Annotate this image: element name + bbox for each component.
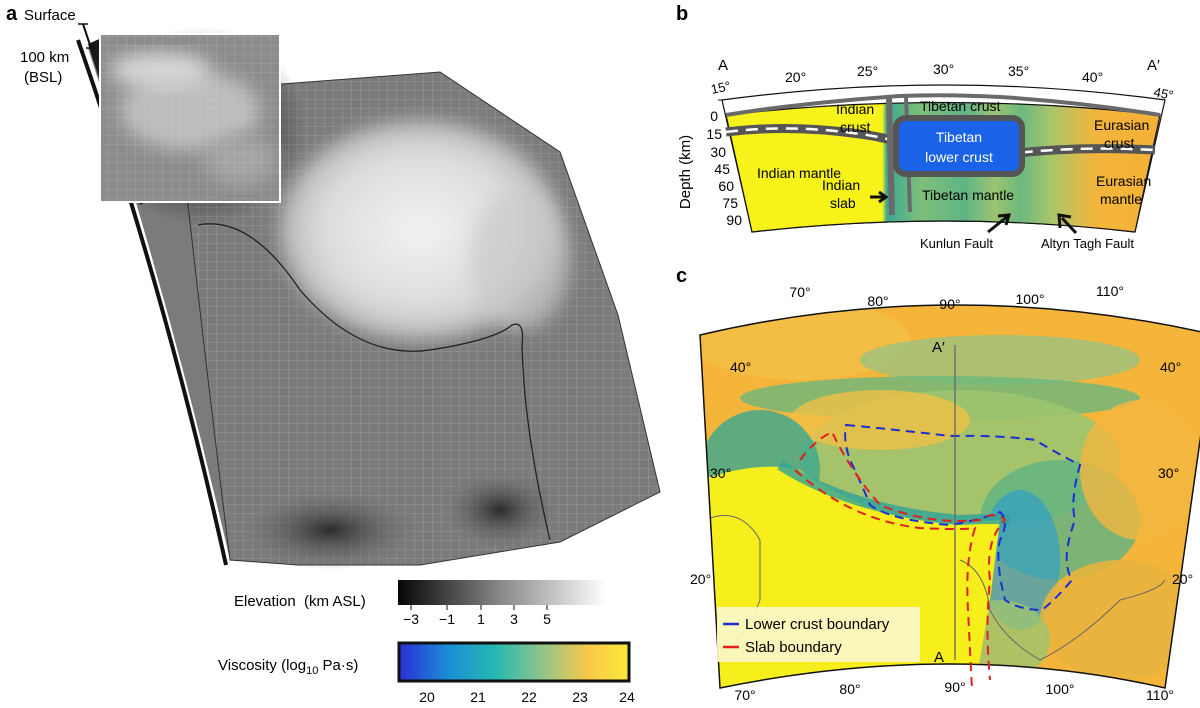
depth-tick: 30: [710, 144, 726, 160]
panel-b-letter: b: [676, 3, 688, 25]
elevation-tick: 1: [477, 611, 485, 627]
lon-tick-top: 90°: [939, 296, 960, 312]
lat-tick: 40°: [1082, 69, 1103, 85]
label-eurasian-mantle: mantle: [1100, 191, 1142, 207]
lat-tick: 45°: [1152, 84, 1174, 103]
slab-boundary: [794, 469, 977, 691]
kunlun-arrow-icon: [987, 213, 1012, 234]
elevation-tick: 3: [510, 611, 518, 627]
lon-tick-top: 70°: [789, 284, 810, 300]
label-tibetan-lower-crust: Tibetan: [936, 129, 982, 145]
lat-tick-right: 20°: [1172, 571, 1193, 587]
depth-tick: 90: [726, 212, 742, 228]
profile-end-map: A′: [932, 339, 945, 356]
label-eurasian-crust: Eurasian: [1094, 117, 1149, 133]
lat-tick-right: 40°: [1160, 359, 1181, 375]
depth-label-bsl: (BSL): [24, 69, 62, 86]
label-altyn-tagh-fault: Altyn Tagh Fault: [1041, 236, 1134, 251]
profile-start-map: A: [934, 649, 944, 666]
viscosity-tick: 23: [572, 689, 588, 705]
viscosity-title-prefix: Viscosity (log: [218, 657, 306, 674]
panel-a-letter: a: [6, 3, 18, 25]
panel-c: c A′ A 70° 80° 90° 100°: [676, 265, 1200, 703]
depth-tick: 0: [710, 108, 718, 124]
legend-label-lower-crust: Lower crust boundary: [745, 616, 890, 633]
slab-boundary: [799, 430, 1007, 681]
depth-tick: 60: [718, 178, 734, 194]
slab-arrow-icon: [870, 190, 889, 204]
panel-a: a Surface 100 km (BSL): [6, 3, 661, 705]
lat-tick: 15°: [710, 78, 732, 97]
viscosity-tick: 24: [619, 689, 635, 705]
label-tibetan-crust: Tibetan crust: [920, 98, 1001, 114]
elevation-tick: −1: [439, 611, 455, 627]
lon-tick-bottom: 70°: [734, 687, 755, 703]
lon-tick-top: 110°: [1096, 283, 1124, 299]
arrows: [870, 190, 1078, 235]
viscosity-colorbar: Viscosity (log10 Pa·s) 20 21 22 23 24: [218, 641, 635, 705]
lat-tick-left: 20°: [690, 571, 711, 587]
label-indian-slab: slab: [830, 195, 856, 211]
depth-inset: [78, 23, 306, 226]
lat-tick-right: 30°: [1158, 465, 1179, 481]
lon-tick-bottom: 80°: [839, 681, 860, 697]
lon-tick-bottom: 110°: [1146, 687, 1174, 703]
altyn-arrow-icon: [1057, 213, 1078, 235]
lat-tick-left: 30°: [710, 465, 731, 481]
profile-start-label: A: [718, 57, 728, 74]
lat-tick: 25°: [857, 63, 878, 79]
lat-tick-left: 40°: [730, 359, 751, 375]
viscosity-tick: 20: [419, 689, 435, 705]
viscosity-tick: 22: [521, 689, 537, 705]
viscosity-tick: 21: [470, 689, 486, 705]
panel-b: b A A′ 15° 20° 25° 30° 35° 40° 45° Depth…: [676, 3, 1175, 251]
lon-tick-top: 100°: [1016, 291, 1045, 307]
cross-section: [718, 84, 1166, 233]
viscosity-map: [700, 305, 1200, 688]
label-indian-slab: Indian: [822, 177, 860, 193]
cross-section-labels: Tibetan crust Indian crust Tibetan lower…: [757, 98, 1151, 251]
lat-tick: 20°: [785, 69, 806, 85]
depth-axis-label: Depth (km): [677, 135, 694, 209]
lat-tick: 30°: [933, 61, 954, 77]
lon-tick-bottom: 100°: [1046, 681, 1075, 697]
depth-label-km: 100 km: [20, 49, 69, 66]
elevation-bar-title: Elevation (km ASL): [234, 593, 366, 610]
viscosity-title-sub: 10: [306, 665, 318, 677]
legend-label-slab: Slab boundary: [745, 639, 842, 656]
label-indian-crust: Indian: [836, 101, 874, 117]
label-tibetan-lower-crust: lower crust: [925, 149, 993, 165]
depth-tick: 15: [706, 126, 722, 142]
depth-tick: 45: [714, 161, 730, 177]
label-kunlun-fault: Kunlun Fault: [920, 236, 993, 251]
depth-axis: Depth (km) 0 15 30 45 60 75 90: [677, 108, 742, 228]
label-eurasian-crust: crust: [1104, 135, 1134, 151]
label-tibetan-mantle: Tibetan mantle: [922, 187, 1014, 203]
lon-tick-bottom: 90°: [944, 679, 965, 695]
profile-end-label: A′: [1147, 57, 1160, 74]
surface-label: Surface: [24, 7, 76, 24]
viscosity-bar-title: Viscosity (log10 Pa·s): [218, 657, 358, 677]
lat-tick: 35°: [1008, 63, 1029, 79]
label-indian-crust: crust: [840, 119, 870, 135]
depth-tick: 75: [722, 195, 738, 211]
panel-c-letter: c: [676, 265, 687, 287]
elevation-colorbar: Elevation (km ASL) −3 −1 1 3 5: [234, 580, 606, 627]
lon-tick-top: 80°: [867, 293, 888, 309]
viscosity-title-suffix: Pa·s): [318, 657, 358, 674]
elevation-tick: 5: [543, 611, 551, 627]
lower-crust-boundary: [844, 423, 1082, 612]
elevation-tick: −3: [403, 611, 419, 627]
label-indian-mantle: Indian mantle: [757, 165, 841, 181]
map-legend: Lower crust boundary Slab boundary: [717, 607, 920, 662]
label-eurasian-mantle: Eurasian: [1096, 173, 1151, 189]
